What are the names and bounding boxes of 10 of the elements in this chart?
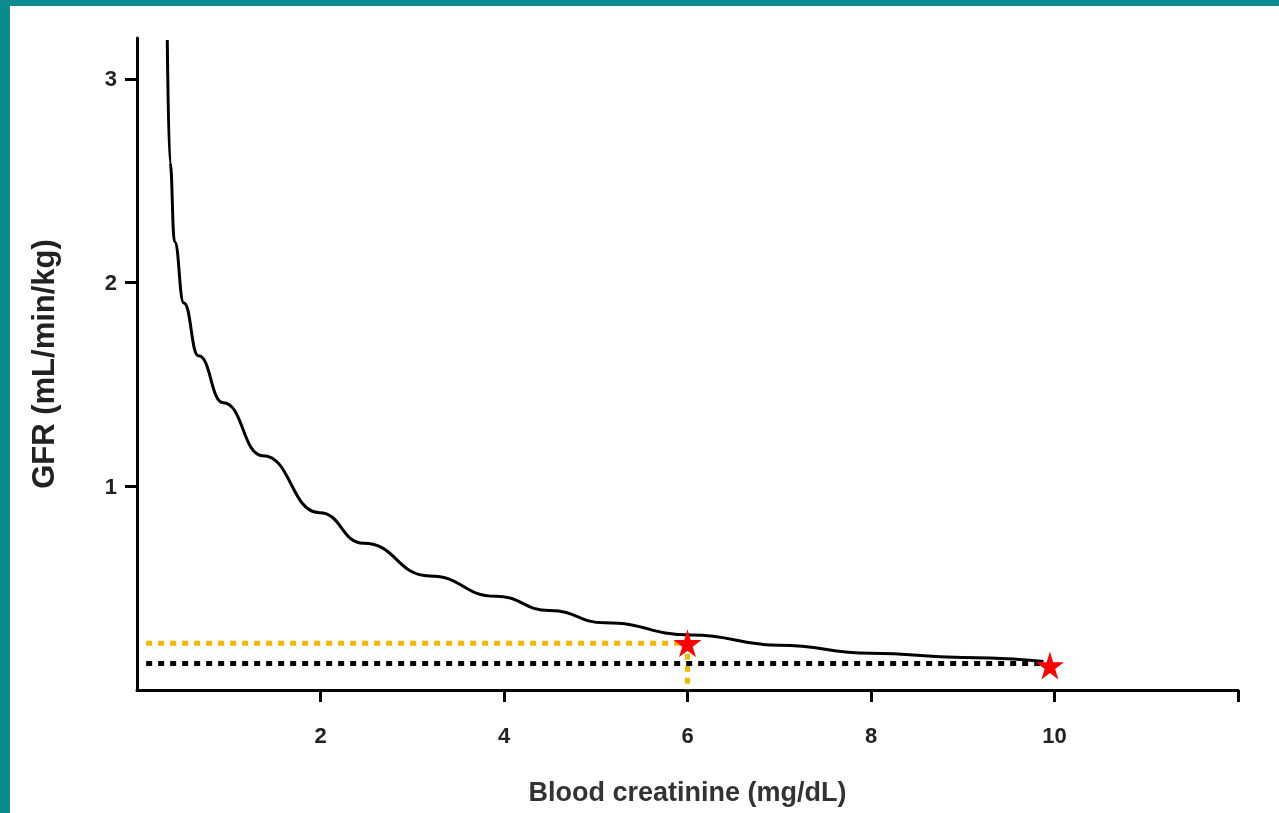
y-tick-label: 3 <box>104 66 117 92</box>
y-tick-label: 1 <box>104 473 117 499</box>
x-tick-label: 6 <box>681 722 694 748</box>
x-tick-label: 10 <box>1042 722 1067 748</box>
x-tick-label: 2 <box>314 722 327 748</box>
y-tick-label: 2 <box>104 270 117 295</box>
x-tick-label: 8 <box>864 722 878 748</box>
x-tick-label: 4 <box>497 722 511 748</box>
x-axis-title: Blood creatinine (mg/dL) <box>528 776 847 807</box>
y-axis-title: GFR (mL/min/kg) <box>26 239 61 489</box>
